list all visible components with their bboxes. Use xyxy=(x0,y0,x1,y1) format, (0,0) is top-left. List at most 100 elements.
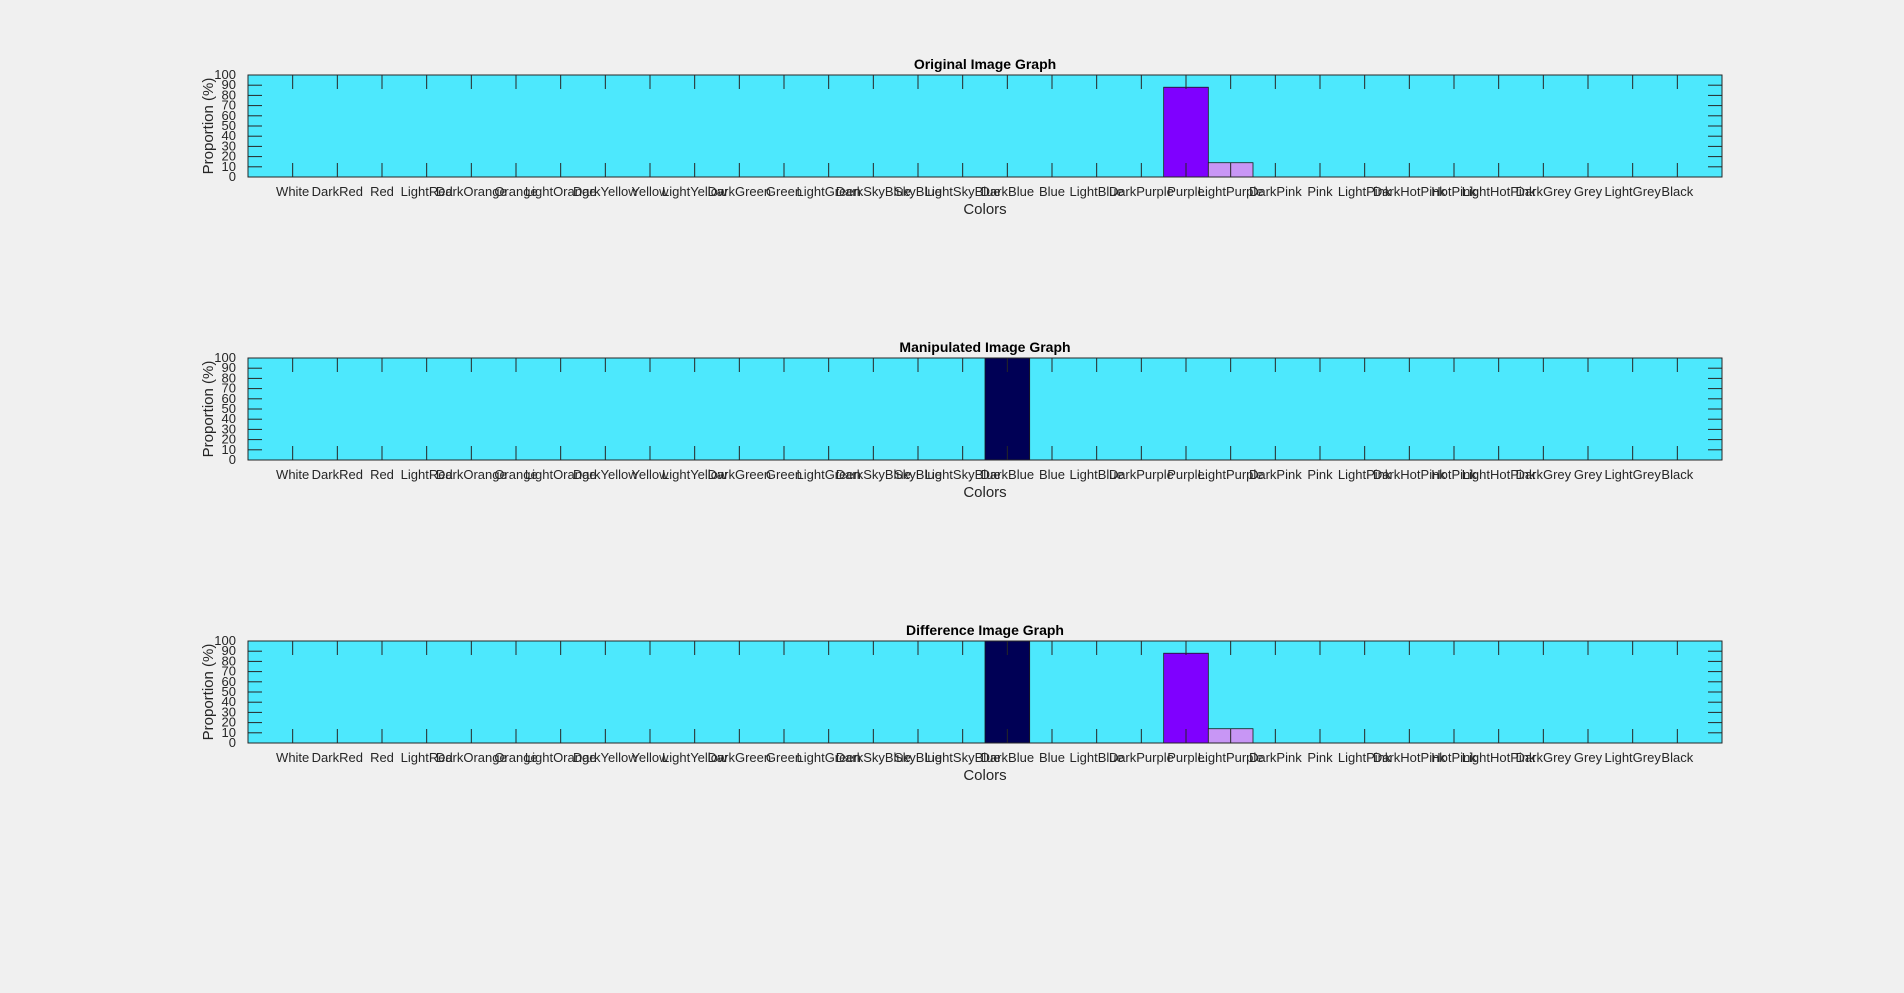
x-tick-label: DarkGreen xyxy=(708,750,772,765)
x-tick-label: Blue xyxy=(1039,467,1065,482)
x-axis-label: Colors xyxy=(963,201,1006,218)
x-tick-label: Black xyxy=(1661,184,1693,199)
x-tick-label: DarkRed xyxy=(312,467,363,482)
y-tick-label: 40 xyxy=(222,128,236,143)
x-tick-label: SkyBlue xyxy=(894,467,942,482)
x-tick-label: Pink xyxy=(1307,184,1333,199)
x-tick-label: DarkBlue xyxy=(981,184,1034,199)
x-tick-label: DarkSkyBlue xyxy=(836,467,911,482)
x-tick-label: LightGreen xyxy=(797,467,861,482)
y-tick-label: 20 xyxy=(222,432,236,447)
x-tick-label: DarkPurple xyxy=(1109,467,1174,482)
y-tick-label: 50 xyxy=(222,684,236,699)
x-tick-label: LightYellow xyxy=(662,750,728,765)
x-tick-label: Pink xyxy=(1307,750,1333,765)
x-tick-label: DarkHotPink xyxy=(1373,467,1446,482)
x-tick-label: LightRed xyxy=(401,184,453,199)
y-tick-label: 50 xyxy=(222,401,236,416)
x-axis-label: Colors xyxy=(963,767,1006,784)
x-tick-label: DarkOrange xyxy=(436,750,507,765)
y-tick-label: 90 xyxy=(222,643,236,658)
subplot-1: White DarkRed Red LightRedDarkOrangeOrangeL… xyxy=(200,56,1723,218)
x-tick-label: White xyxy=(276,750,309,765)
x-tick-label: LightHotPink xyxy=(1462,184,1536,199)
x-tick-label: LightRed xyxy=(401,467,453,482)
x-tick-label: HotPink xyxy=(1431,184,1477,199)
x-tick-label: LightSkyBlue xyxy=(925,184,1001,199)
x-tick-label: Purple xyxy=(1167,467,1205,482)
x-tick-label: Yellow xyxy=(631,467,669,482)
x-tick-label: SkyBlue xyxy=(894,750,942,765)
x-tick-label: Purple xyxy=(1167,750,1205,765)
x-tick-label: Purple xyxy=(1167,184,1205,199)
x-tick-label: LightSkyBlue xyxy=(925,750,1001,765)
subplot-2: White DarkRed Red LightRedDarkOrangeOrangeL… xyxy=(200,339,1723,501)
x-tick-label: DarkBlue xyxy=(981,750,1034,765)
x-tick-label: DarkYellow xyxy=(573,467,638,482)
y-tick-label: 90 xyxy=(222,360,236,375)
x-tick-label: HotPink xyxy=(1431,750,1477,765)
x-tick-label: Yellow xyxy=(631,184,669,199)
y-tick-label: 90 xyxy=(222,77,236,92)
y-tick-label: 50 xyxy=(222,118,236,133)
x-tick-label: DarkPink xyxy=(1249,750,1302,765)
x-tick-label: Red xyxy=(370,184,394,199)
x-tick-label: Green xyxy=(766,750,802,765)
chart-title: Original Image Graph xyxy=(914,56,1056,72)
y-tick-label: 10 xyxy=(222,725,236,740)
x-tick-label: DarkPink xyxy=(1249,184,1302,199)
x-tick-label: Orange xyxy=(494,184,537,199)
y-tick-label: 70 xyxy=(222,98,236,113)
y-axis-label: Proportion (%) xyxy=(200,644,217,741)
x-tick-label: Grey xyxy=(1574,750,1603,765)
bar-DarkBlue xyxy=(984,357,1031,461)
x-tick-label: LightOrange xyxy=(525,750,597,765)
x-tick-label: DarkGrey xyxy=(1516,467,1572,482)
x-tick-label: DarkOrange xyxy=(436,467,507,482)
x-tick-label: LightYellow xyxy=(662,184,728,199)
chart-title: Difference Image Graph xyxy=(906,622,1064,638)
x-tick-label: Black xyxy=(1661,750,1693,765)
x-tick-label: LightPurple xyxy=(1198,750,1264,765)
y-tick-label: 30 xyxy=(222,138,236,153)
bar-Purple xyxy=(1163,86,1209,178)
x-tick-label: Black xyxy=(1661,467,1693,482)
x-tick-label: LightSkyBlue xyxy=(925,467,1001,482)
y-tick-label: 70 xyxy=(222,664,236,679)
x-tick-label: DarkRed xyxy=(312,184,363,199)
x-tick-label: DarkRed xyxy=(312,750,363,765)
x-tick-label: DarkSkyBlue xyxy=(836,750,911,765)
x-tick-label: DarkGreen xyxy=(708,184,772,199)
x-tick-label: Red xyxy=(370,750,394,765)
y-tick-label: 100 xyxy=(214,633,236,648)
y-axis-label: Proportion (%) xyxy=(200,78,217,175)
x-tick-label: DarkHotPink xyxy=(1373,750,1446,765)
x-tick-label: SkyBlue xyxy=(894,184,942,199)
x-tick-label: White xyxy=(276,184,309,199)
y-tick-label: 30 xyxy=(222,704,236,719)
x-tick-label: LightYellow xyxy=(662,467,728,482)
x-tick-label: Yellow xyxy=(631,750,669,765)
y-tick-label: 20 xyxy=(222,715,236,730)
x-tick-label: LightGreen xyxy=(797,750,861,765)
x-tick-label: Green xyxy=(766,467,802,482)
x-tick-label: DarkPink xyxy=(1249,467,1302,482)
y-tick-label: 60 xyxy=(222,108,236,123)
x-tick-label: LightGrey xyxy=(1604,750,1661,765)
y-tick-label: 10 xyxy=(222,159,236,174)
y-tick-label: 40 xyxy=(222,694,236,709)
x-tick-label: LightHotPink xyxy=(1462,467,1536,482)
x-tick-label: DarkSkyBlue xyxy=(836,184,911,199)
y-tick-label: 60 xyxy=(222,391,236,406)
x-tick-label: Blue xyxy=(1039,184,1065,199)
y-tick-label: 0 xyxy=(229,169,236,184)
x-tick-label: DarkGrey xyxy=(1516,184,1572,199)
x-tick-label: Grey xyxy=(1574,467,1603,482)
y-tick-label: 0 xyxy=(229,452,236,467)
y-tick-label: 20 xyxy=(222,149,236,164)
y-tick-label: 70 xyxy=(222,381,236,396)
x-tick-label: Green xyxy=(766,184,802,199)
x-tick-label: Red xyxy=(370,467,394,482)
x-tick-label: DarkPurple xyxy=(1109,750,1174,765)
x-tick-label: LightHotPink xyxy=(1462,750,1536,765)
